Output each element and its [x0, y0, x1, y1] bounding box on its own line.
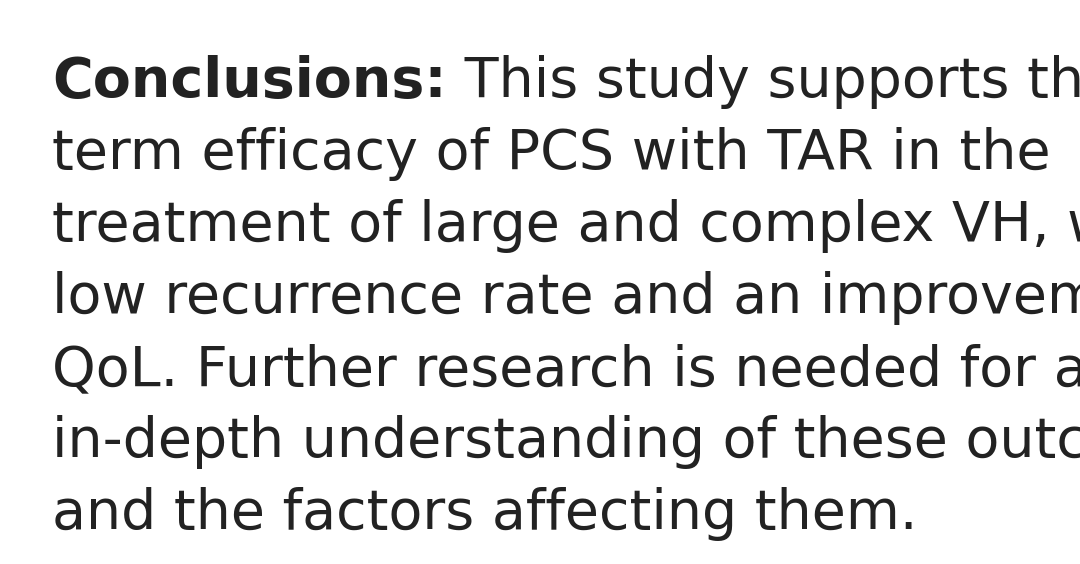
- Text: and the factors affecting them.: and the factors affecting them.: [52, 487, 918, 541]
- Text: term efficacy of PCS with TAR in the: term efficacy of PCS with TAR in the: [52, 127, 1051, 181]
- Text: in-depth understanding of these outcomes: in-depth understanding of these outcomes: [52, 415, 1080, 469]
- Text: Conclusions:: Conclusions:: [52, 55, 447, 109]
- Text: QoL. Further research is needed for a more: QoL. Further research is needed for a mo…: [52, 343, 1080, 397]
- Text: This study supports the long-: This study supports the long-: [447, 55, 1080, 109]
- Text: treatment of large and complex VH, with a: treatment of large and complex VH, with …: [52, 199, 1080, 253]
- Text: low recurrence rate and an improvement in: low recurrence rate and an improvement i…: [52, 271, 1080, 325]
